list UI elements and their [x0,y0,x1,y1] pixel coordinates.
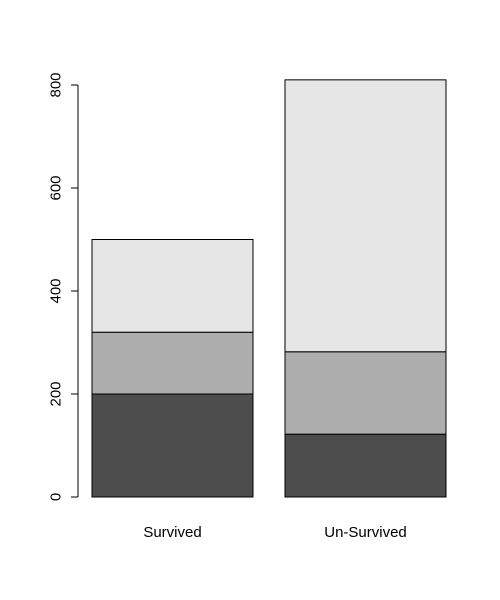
bars-group [92,80,446,497]
y-tick-label: 200 [47,381,64,406]
bar-segment [92,240,253,333]
x-axis-labels: Survived Un-Survived [143,524,406,541]
y-axis: 0 200 400 600 800 [47,72,78,501]
x-category-label: Survived [143,524,201,541]
bar-segment [285,80,446,352]
y-tick-label: 400 [47,278,64,303]
y-tick-label: 800 [47,72,64,97]
bar-segment [92,332,253,394]
bar-segment [92,394,253,497]
bar-segment [285,434,446,497]
bar-segment [285,352,446,434]
x-category-label: Un-Survived [324,524,407,541]
y-tick-label: 0 [47,493,64,501]
y-tick-label: 600 [47,175,64,200]
